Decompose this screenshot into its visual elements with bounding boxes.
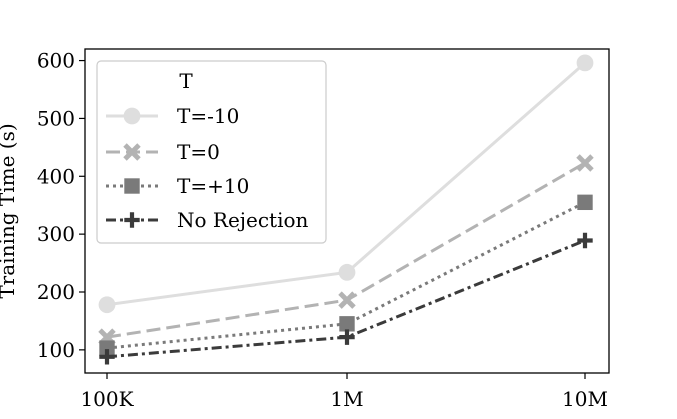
data-point	[98, 296, 116, 314]
series-layer	[98, 54, 594, 365]
y-tick-label: 300	[37, 222, 75, 246]
data-point	[576, 54, 594, 72]
series-4	[99, 232, 593, 365]
x-tick-label: 1M	[330, 387, 363, 411]
legend: T T=-10 T=0 T=+10 No Rejection	[96, 60, 327, 244]
series-3	[99, 194, 593, 356]
x-tick-label: 100K	[80, 387, 134, 411]
legend-box	[96, 60, 327, 244]
y-axis-label: Training Time (s)	[0, 123, 19, 298]
legend-marker	[123, 143, 141, 161]
legend-marker	[123, 107, 141, 125]
data-point	[339, 329, 355, 345]
legend-item: T=0	[106, 140, 220, 164]
data-point	[339, 316, 355, 332]
data-point	[576, 154, 594, 172]
data-point	[577, 232, 593, 249]
legend-item: T=+10	[106, 174, 249, 198]
data-point	[338, 263, 356, 281]
series-1	[98, 54, 594, 314]
legend-item: No Rejection	[106, 208, 309, 232]
legend-label: T=-10	[177, 104, 239, 128]
legend-label: T=+10	[177, 174, 249, 198]
x-tick-label: 10M	[562, 387, 608, 411]
data-point	[338, 291, 356, 309]
legend-item: T=-10	[106, 104, 239, 128]
legend-title: T	[179, 69, 193, 93]
series-2	[98, 154, 594, 346]
legend-label: T=0	[177, 140, 220, 164]
y-tick-label: 100	[37, 338, 75, 362]
y-tick-label: 200	[37, 280, 75, 304]
tick-layer: 100 200 300 400 500 600 100K 1M 10M	[37, 49, 608, 411]
legend-marker	[124, 178, 140, 194]
legend-marker	[124, 212, 140, 228]
data-point	[577, 194, 593, 211]
y-tick-label: 600	[37, 49, 75, 73]
y-tick-label: 500	[37, 106, 75, 130]
data-point	[99, 340, 115, 356]
legend-label: No Rejection	[177, 208, 309, 232]
y-tick-label: 400	[37, 164, 75, 188]
data-point	[99, 349, 115, 365]
